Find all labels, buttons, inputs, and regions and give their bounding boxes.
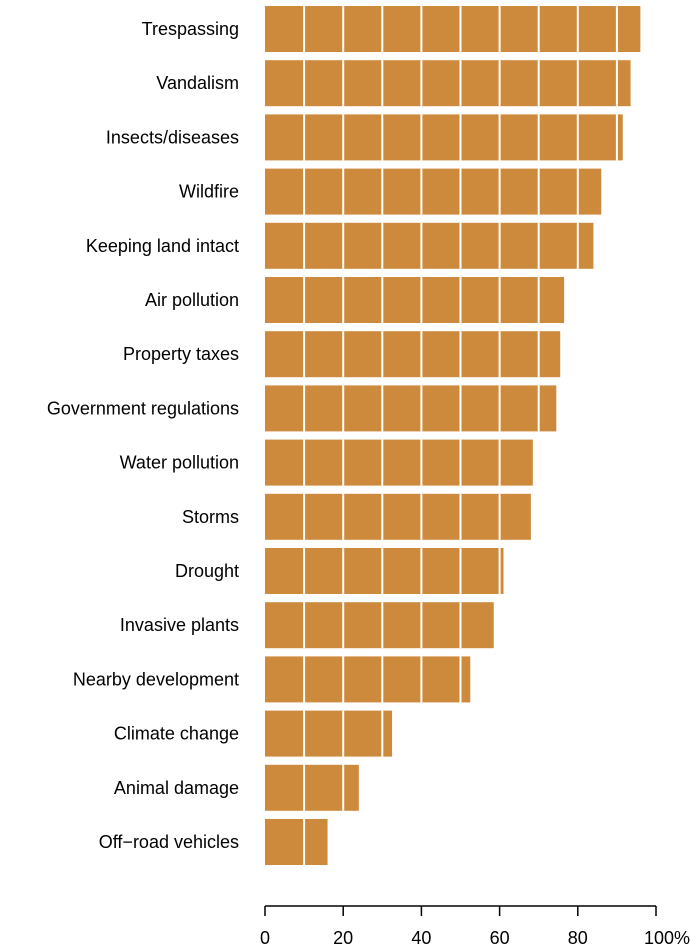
bar-2 [265, 114, 623, 161]
bar-7 [265, 385, 557, 432]
category-label: Animal damage [114, 778, 239, 798]
x-tick-label: 0 [260, 928, 270, 948]
bar-6 [265, 331, 561, 378]
category-label: Drought [175, 561, 239, 581]
grid-layer [303, 6, 618, 865]
category-label: Property taxes [123, 344, 239, 364]
category-label: Government regulations [47, 398, 239, 418]
bar-12 [265, 656, 471, 703]
category-label: Water pollution [120, 453, 239, 473]
x-tick-label: 40 [411, 928, 431, 948]
category-label: Trespassing [142, 19, 239, 39]
category-label: Nearby development [73, 669, 239, 689]
category-label: Off−road vehicles [99, 832, 239, 852]
bar-15 [265, 819, 328, 865]
x-tick-label: 60 [490, 928, 510, 948]
bar-3 [265, 168, 602, 215]
bar-14 [265, 764, 359, 811]
category-labels-layer: Trespassing Vandalism Insects/diseases Wild… [47, 19, 239, 852]
category-label: Invasive plants [120, 615, 239, 635]
x-tick-label: 80 [568, 928, 588, 948]
bar-9 [265, 493, 531, 540]
x-tick-label: 20 [333, 928, 353, 948]
bar-5 [265, 277, 565, 323]
category-label: Storms [182, 507, 239, 527]
category-label: Vandalism [156, 73, 239, 93]
category-label: Wildfire [179, 182, 239, 202]
bar-13 [265, 710, 393, 757]
bar-0 [265, 6, 641, 52]
bar-10 [265, 548, 504, 594]
bar-4 [265, 222, 594, 269]
category-label: Climate change [114, 724, 239, 744]
x-tick-label: 100% [644, 928, 690, 948]
bar-1 [265, 60, 631, 107]
category-label: Keeping land intact [86, 236, 239, 256]
x-axis: 0 20 40 60 80 100% [260, 905, 690, 948]
bar-8 [265, 439, 533, 486]
category-label: Insects/diseases [106, 127, 239, 147]
bar-11 [265, 602, 494, 649]
bars-layer [265, 6, 641, 865]
category-label: Air pollution [145, 290, 239, 310]
